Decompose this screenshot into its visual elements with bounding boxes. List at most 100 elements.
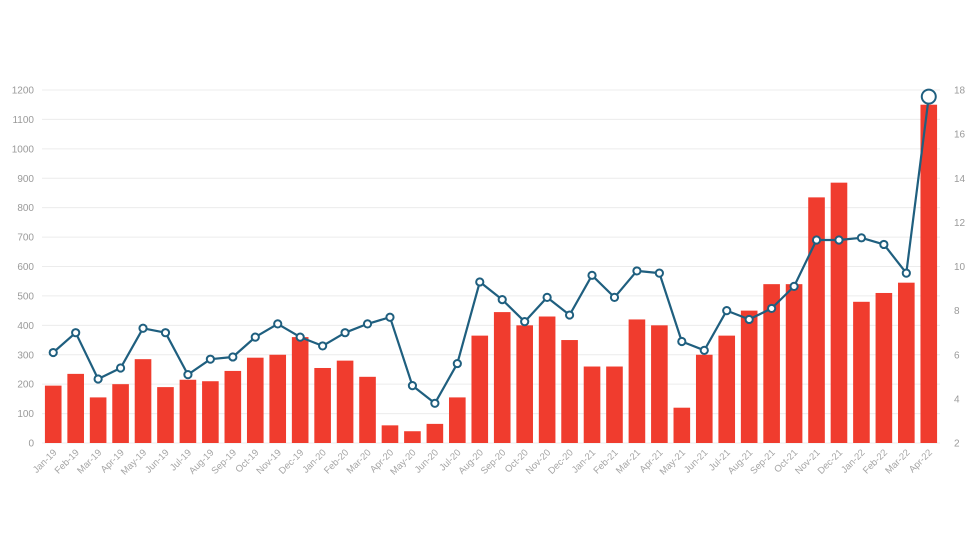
bar: [269, 354, 287, 443]
line-point: [452, 358, 462, 369]
bar: [336, 360, 354, 443]
bar: [920, 104, 938, 443]
left-axis-ticks: 0 100 200 300 400 500 600 700 800 900 1000 1100 1200: [12, 86, 35, 450]
left-tick-label: 600: [17, 262, 34, 273]
left-tick-label: 1200: [12, 86, 35, 97]
left-tick-label: 0: [28, 439, 34, 450]
line-point: [609, 292, 620, 302]
bar: [583, 366, 601, 443]
line-point: [407, 381, 418, 391]
bar: [89, 397, 107, 443]
bar: [695, 354, 713, 443]
x-tick-label: May-19: [119, 447, 149, 477]
line-point: [856, 233, 867, 243]
bar: [179, 379, 197, 443]
x-tick-label: Sep-21: [748, 447, 777, 476]
line-point: [587, 270, 597, 280]
bar: [134, 359, 152, 443]
line-point: [789, 281, 799, 291]
left-tick-label: 200: [17, 380, 34, 391]
line-point: [250, 332, 260, 342]
line-point: [71, 328, 81, 338]
line-point: [475, 277, 485, 287]
bar: [291, 337, 309, 443]
bar: [314, 367, 331, 443]
series-line: [52, 96, 930, 405]
bar: [561, 340, 578, 443]
bar: [202, 381, 219, 443]
x-tick-label: Dec-19: [277, 447, 306, 476]
gridlines: [42, 89, 940, 444]
bar: [808, 197, 825, 443]
x-tick-label: Jun-20: [413, 447, 441, 475]
line-series: [48, 88, 937, 408]
line-point: [677, 336, 687, 347]
left-tick-label: 400: [17, 321, 34, 332]
bar: [493, 312, 511, 443]
x-tick-label: Mar-19: [75, 447, 104, 476]
line-point: [48, 347, 58, 358]
left-tick-label: 900: [17, 174, 34, 185]
line-point: [295, 332, 305, 342]
bar: [538, 316, 556, 443]
left-tick-label: 700: [17, 233, 34, 244]
bar: [426, 423, 444, 443]
right-tick-label: 6: [954, 350, 960, 361]
bar: [404, 431, 421, 443]
bar: [830, 182, 848, 443]
line-point: [879, 239, 889, 250]
right-tick-label: 8: [954, 306, 960, 317]
line-point: [318, 341, 328, 351]
left-tick-label: 1100: [12, 115, 34, 126]
bar: [651, 325, 668, 443]
line-point: [699, 345, 709, 355]
bar: [246, 357, 264, 443]
line-point: [811, 235, 822, 245]
line-point: [834, 235, 844, 245]
x-tick-label: May-21: [658, 447, 688, 477]
right-tick-label: 4: [954, 394, 960, 405]
x-tick-label: Jun-21: [682, 447, 710, 475]
left-tick-label: 300: [17, 350, 34, 361]
line-point: [520, 317, 530, 327]
line-point: [722, 306, 732, 316]
left-tick-label: 800: [17, 203, 34, 214]
bar: [471, 335, 489, 443]
bar: [67, 373, 84, 443]
bar: [740, 310, 758, 443]
x-tick-label: Dec-20: [546, 447, 575, 476]
bar: [516, 325, 533, 443]
right-tick-label: 2: [954, 439, 960, 450]
bar: [898, 282, 915, 443]
x-tick-label: Mar-21: [614, 447, 643, 476]
line-point: [138, 323, 148, 333]
bar: [449, 397, 466, 443]
bar: [606, 366, 623, 443]
right-tick-label: 18: [954, 86, 966, 97]
bar: [157, 387, 174, 443]
line-point: [228, 352, 238, 362]
left-tick-label: 1000: [12, 144, 35, 155]
right-axis-ticks: 2 4 6 8 10 12 14 16 18: [954, 86, 966, 450]
bar: [875, 292, 893, 443]
line-point: [901, 268, 911, 278]
line-point: [362, 319, 373, 329]
x-tick-label: Mar-22: [883, 447, 912, 476]
right-tick-label: 16: [954, 130, 966, 141]
bar: [785, 284, 803, 443]
line-point: [340, 328, 350, 338]
line-point: [93, 374, 103, 384]
bar: [112, 384, 129, 443]
line-point: [564, 310, 575, 320]
right-tick-label: 10: [954, 262, 966, 273]
line-point: [430, 398, 440, 408]
bar: [628, 319, 646, 443]
x-tick-label: Apr-22: [907, 447, 935, 475]
line-point: [115, 363, 126, 373]
x-tick-label: May-20: [388, 447, 418, 477]
right-tick-label: 12: [954, 218, 966, 229]
bar: [673, 407, 691, 443]
bar: [853, 301, 870, 443]
line-point: [654, 268, 664, 278]
